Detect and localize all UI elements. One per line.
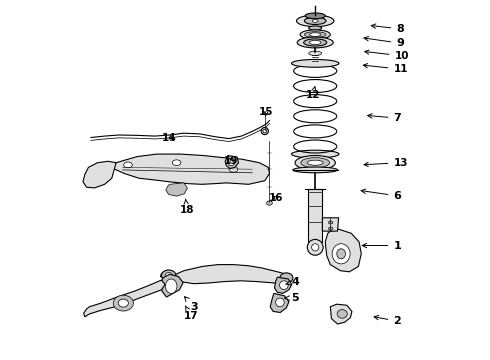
Ellipse shape <box>295 156 335 170</box>
Ellipse shape <box>166 279 177 293</box>
Ellipse shape <box>162 270 176 281</box>
Ellipse shape <box>310 33 321 36</box>
Text: 19: 19 <box>224 156 239 166</box>
Ellipse shape <box>113 295 133 311</box>
Ellipse shape <box>304 32 326 37</box>
Ellipse shape <box>172 160 181 166</box>
Ellipse shape <box>228 158 235 166</box>
Ellipse shape <box>328 227 333 230</box>
Ellipse shape <box>292 59 339 67</box>
Text: 4: 4 <box>286 276 299 287</box>
Text: 10: 10 <box>365 50 409 61</box>
Polygon shape <box>330 304 352 324</box>
Ellipse shape <box>292 150 339 158</box>
Text: 18: 18 <box>179 199 194 215</box>
Polygon shape <box>322 218 339 231</box>
Ellipse shape <box>304 17 326 24</box>
Ellipse shape <box>280 281 288 289</box>
Ellipse shape <box>304 39 327 46</box>
Text: 5: 5 <box>285 293 299 303</box>
Polygon shape <box>225 156 239 168</box>
Text: 7: 7 <box>368 113 401 123</box>
Ellipse shape <box>312 19 318 22</box>
Text: 6: 6 <box>361 189 401 201</box>
Ellipse shape <box>328 221 333 224</box>
Text: 1: 1 <box>362 240 401 251</box>
Ellipse shape <box>312 244 319 251</box>
Polygon shape <box>160 274 183 297</box>
Ellipse shape <box>309 26 321 30</box>
Polygon shape <box>325 229 361 272</box>
Ellipse shape <box>332 244 350 264</box>
Text: 11: 11 <box>363 64 408 74</box>
Ellipse shape <box>280 273 293 283</box>
Ellipse shape <box>309 51 321 55</box>
Polygon shape <box>166 183 187 196</box>
Ellipse shape <box>307 160 323 165</box>
Polygon shape <box>111 154 270 184</box>
Polygon shape <box>83 161 116 188</box>
Ellipse shape <box>263 129 267 133</box>
Ellipse shape <box>261 127 269 135</box>
Text: 17: 17 <box>184 306 198 321</box>
Text: 14: 14 <box>162 132 176 143</box>
Ellipse shape <box>309 61 321 66</box>
Text: 12: 12 <box>305 87 320 100</box>
Text: 13: 13 <box>364 158 408 168</box>
Text: 15: 15 <box>259 107 273 117</box>
Polygon shape <box>160 265 292 284</box>
Polygon shape <box>274 277 292 293</box>
Text: 9: 9 <box>364 36 404 48</box>
Ellipse shape <box>165 273 172 278</box>
Polygon shape <box>308 189 322 242</box>
Ellipse shape <box>293 167 338 173</box>
Polygon shape <box>270 293 289 312</box>
Text: 8: 8 <box>371 24 404 34</box>
Ellipse shape <box>118 299 128 307</box>
Ellipse shape <box>267 201 272 205</box>
Polygon shape <box>84 280 165 317</box>
Ellipse shape <box>310 40 321 45</box>
Ellipse shape <box>337 249 345 259</box>
Ellipse shape <box>296 15 334 27</box>
Ellipse shape <box>229 166 238 172</box>
Ellipse shape <box>275 298 284 307</box>
Ellipse shape <box>297 37 333 48</box>
Ellipse shape <box>305 13 325 19</box>
Ellipse shape <box>123 162 132 168</box>
Ellipse shape <box>300 30 330 39</box>
Text: 2: 2 <box>374 315 401 326</box>
Text: 16: 16 <box>269 193 283 203</box>
Ellipse shape <box>301 158 330 168</box>
Ellipse shape <box>307 239 323 255</box>
Ellipse shape <box>337 310 347 318</box>
Text: 3: 3 <box>185 297 198 312</box>
